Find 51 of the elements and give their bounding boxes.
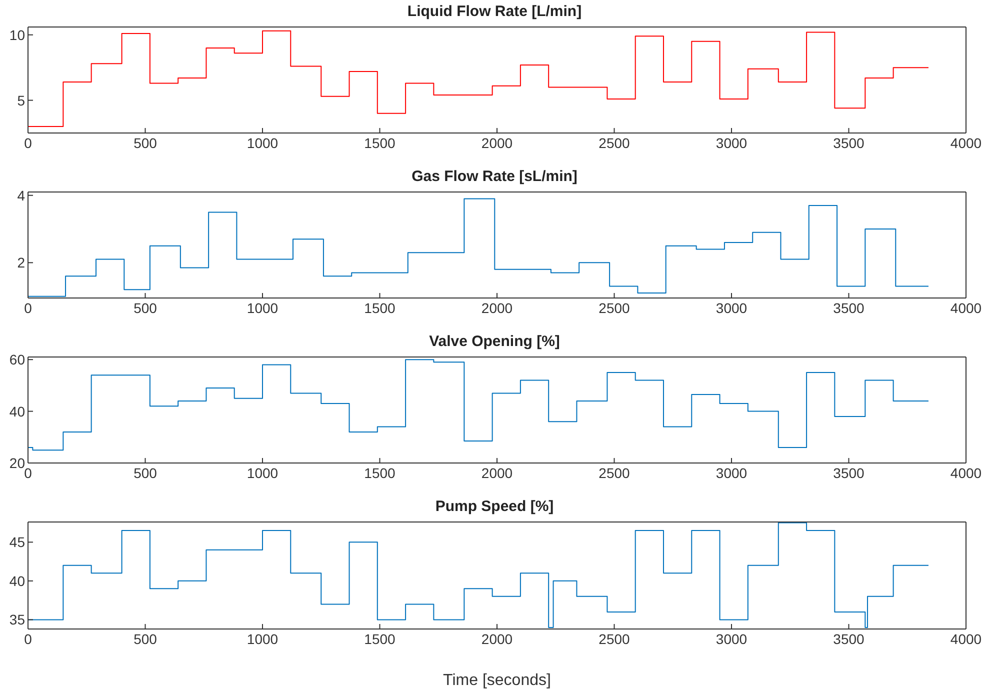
x-tick-label: 2000: [481, 630, 513, 647]
x-tick-label: 2500: [598, 630, 630, 647]
x-tick-label: 1000: [246, 630, 278, 647]
x-tick-label: 500: [134, 630, 158, 647]
x-tick-label: 2000: [481, 464, 513, 481]
x-tick-label: 1500: [364, 630, 396, 647]
y-tick-label: 45: [9, 534, 26, 550]
x-tick-label: 0: [24, 134, 32, 151]
x-tick-label: 3000: [716, 300, 748, 316]
chart-title: Valve Opening [%]: [429, 333, 560, 350]
y-tick-label: 4: [17, 187, 26, 204]
x-tick-label: 500: [134, 134, 158, 151]
y-tick-label: 60: [9, 352, 26, 368]
x-tick-label: 2000: [481, 300, 513, 316]
x-tick-label: 1000: [246, 464, 278, 481]
y-tick-label: 5: [17, 92, 26, 108]
x-tick-label: 1500: [364, 300, 396, 316]
y-tick-label: 10: [9, 26, 26, 43]
x-tick-label: 3000: [716, 630, 748, 647]
chart-title: Liquid Flow Rate [L/min]: [406, 2, 583, 22]
x-tick-label: 3500: [833, 464, 865, 481]
x-tick-label: 1500: [364, 464, 396, 481]
x-tick-label: 4000: [950, 630, 982, 647]
x-tick-label: 0: [24, 464, 32, 481]
x-tick-label: 0: [24, 300, 32, 316]
x-tick-label: 3500: [833, 134, 865, 151]
x-tick-label: 4000: [950, 300, 982, 316]
x-tick-label: 500: [134, 464, 158, 481]
x-tick-label: 4000: [950, 464, 982, 481]
y-tick-label: 2: [17, 254, 26, 271]
x-tick-label: 3000: [716, 134, 748, 151]
x-tick-label: 2500: [598, 300, 630, 316]
x-tick-label: 3500: [833, 300, 865, 316]
x-tick-label: 3000: [716, 464, 748, 481]
x-tick-label: 1000: [246, 300, 278, 316]
y-tick-label: 40: [9, 403, 26, 420]
chart-title: Gas Flow Rate [sL/min]: [410, 167, 578, 187]
y-tick-label: 35: [9, 612, 26, 628]
x-tick-label: 2000: [481, 134, 513, 151]
x-tick-label: 2500: [598, 464, 630, 481]
x-tick-label: 2500: [598, 134, 630, 151]
x-tick-label: 0: [24, 630, 32, 647]
chart-title: Pump Speed [%]: [434, 497, 555, 517]
x-tick-label: 1500: [364, 134, 396, 151]
x-tick-label: 1000: [246, 134, 278, 151]
x-axis-title: Time [seconds]: [443, 672, 551, 689]
y-tick-label: 20: [9, 454, 26, 471]
x-tick-label: 3500: [833, 630, 865, 647]
y-tick-label: 40: [9, 572, 26, 589]
x-tick-label: 500: [134, 300, 158, 316]
x-tick-label: 4000: [950, 134, 982, 151]
